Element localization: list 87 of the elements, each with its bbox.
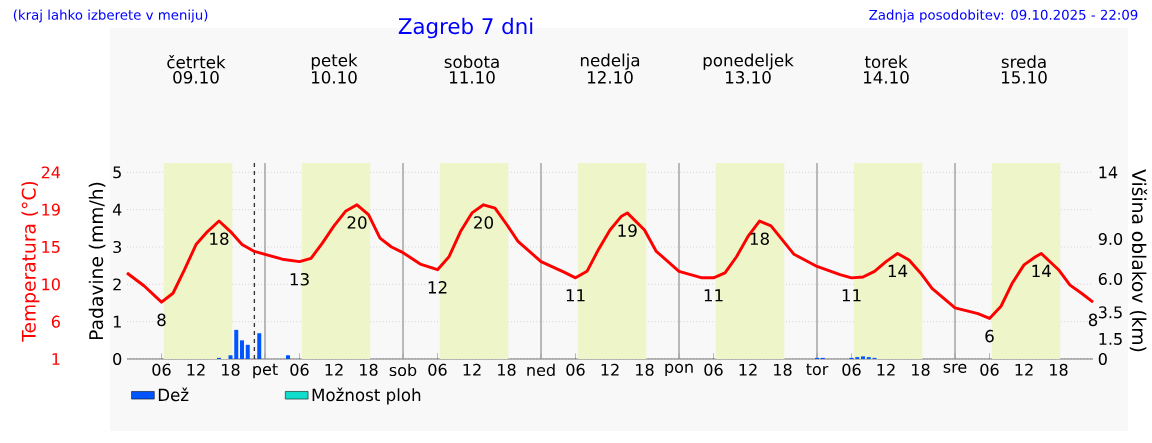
x-tick-label: 06 — [428, 363, 447, 376]
y2-tick-label: 9.0 — [1098, 232, 1123, 246]
data-label: 11 — [704, 289, 723, 302]
x2-tick-label: 14.10 — [863, 71, 909, 84]
bar — [257, 333, 262, 359]
x-tick-label: 06 — [290, 363, 309, 376]
x-tick-label: 18 — [774, 363, 792, 376]
x-tick-label: 06 — [704, 363, 723, 376]
y-tick-label: 3 — [113, 240, 121, 254]
x-tick-label: 18 — [222, 363, 240, 376]
y3-tick-label: 24 — [41, 166, 61, 179]
x-tick-label: 06 — [566, 363, 585, 376]
x-tick-label: 12 — [325, 363, 343, 376]
x-tick-label: 06 — [152, 363, 171, 376]
data-label: 11 — [842, 289, 861, 302]
data-label: 19 — [618, 224, 637, 237]
y2-tick-label: 3.5 — [1098, 306, 1122, 319]
x-tick-label: 18 — [1050, 363, 1068, 376]
x2-tick-label: 13.10 — [725, 71, 771, 84]
y2-axis-title: Višina oblakov (km) — [1129, 169, 1148, 352]
data-label: 12 — [428, 281, 447, 294]
x-tick-label: 12 — [1015, 363, 1033, 376]
y2-tick-label: 14 — [1099, 166, 1118, 179]
y-tick-label: 1 — [113, 315, 121, 328]
text: sobota — [444, 55, 499, 69]
x-tick-label: 18 — [360, 363, 378, 376]
data-label: 14 — [1032, 264, 1051, 278]
bar — [240, 340, 244, 359]
data-label: 6 — [985, 329, 994, 343]
x-tick-label: pon — [665, 363, 693, 376]
x-tick-label: 06 — [842, 363, 861, 376]
data-label: 20 — [347, 216, 367, 229]
x-tick-label: pet — [253, 363, 278, 379]
text: Zadnja posodobitev: 09.10.2025 - 22:09 — [869, 9, 1138, 23]
y-tick-label: 5 — [113, 166, 121, 179]
y2-tick-label: 6.0 — [1098, 272, 1123, 286]
y2-tick-label: 1.5 — [1099, 333, 1122, 345]
text: torek — [864, 55, 908, 69]
chart-title: Zagreb 7 dni — [398, 17, 533, 39]
x-tick-label: 06 — [980, 363, 999, 376]
x2-tick-label: 12.10 — [587, 71, 633, 84]
bar — [286, 355, 291, 359]
y-tick-label: 0 — [113, 352, 122, 366]
legend-label: Možnost ploh — [312, 387, 421, 405]
y-axis-title: Padavine (mm/h) — [88, 182, 106, 339]
y3-tick-label: 19 — [42, 203, 60, 216]
data-label: 20 — [474, 216, 493, 229]
y3-tick-label: 10 — [42, 278, 60, 291]
legend-label: Dež — [158, 387, 189, 402]
x-tick-label: sob — [389, 363, 417, 377]
y3-tick-label: 15 — [42, 241, 60, 253]
x-tick-label: sre — [943, 363, 967, 373]
data-label: 8 — [157, 313, 166, 327]
text: sreda — [1001, 55, 1046, 69]
bar — [861, 356, 866, 359]
y-tick-label: 2 — [113, 278, 121, 291]
x-tick-label: 12 — [601, 363, 619, 376]
y3-tick-label: 6 — [51, 315, 60, 328]
data-label: 18 — [210, 232, 229, 246]
data-label: 8 — [1088, 313, 1098, 327]
data-label: 13 — [290, 272, 309, 286]
y-tick-label: 4 — [112, 203, 122, 216]
x-tick-label: 18 — [498, 363, 516, 376]
x-tick-label: 12 — [187, 363, 205, 376]
data-label: 14 — [888, 264, 908, 278]
data-label: 11 — [566, 289, 585, 302]
y3-tick-label: 1 — [52, 353, 60, 365]
text: četrtek — [167, 54, 226, 69]
x-tick-label: 18 — [636, 363, 654, 376]
x2-tick-label: 10.10 — [311, 71, 357, 84]
x-tick-label: 12 — [877, 363, 895, 376]
text: (kraj lahko izberete v meniju) — [13, 9, 208, 23]
y3-axis-title: Temperatura (°C) — [21, 181, 40, 342]
bar — [245, 344, 250, 359]
x-tick-label: 12 — [463, 363, 481, 376]
text: nedelja — [580, 53, 640, 70]
y2-tick-label: 0 — [1098, 352, 1107, 366]
data-label: 18 — [750, 232, 769, 246]
x-tick-label: ned — [527, 363, 555, 377]
x-tick-label: tor — [806, 363, 829, 376]
text: petek — [311, 53, 358, 70]
x2-tick-label: 09.10 — [173, 71, 219, 84]
text: ponedeljek — [703, 53, 794, 70]
x2-tick-label: 11.10 — [449, 71, 495, 84]
x2-tick-label: 15.10 — [1002, 71, 1047, 84]
x-tick-label: 12 — [739, 363, 757, 376]
x-tick-label: 18 — [912, 363, 930, 376]
